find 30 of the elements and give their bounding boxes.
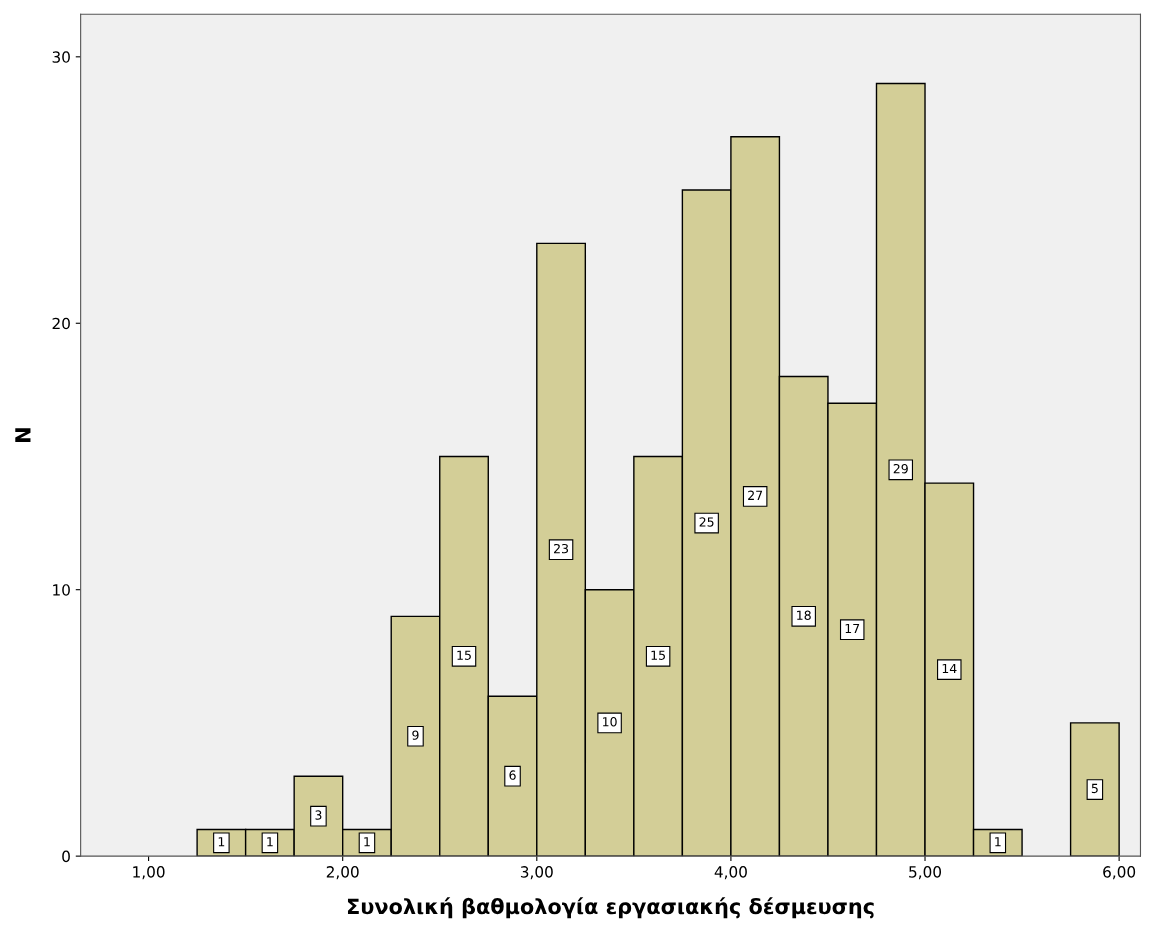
y-tick-label: 20	[52, 317, 70, 330]
data-label: 18	[797, 610, 811, 620]
x-tick-label: 2,00	[326, 866, 359, 880]
data-label: 17	[845, 623, 860, 634]
data-label: 5	[1091, 783, 1098, 794]
x-tick-label: 1,00	[133, 866, 165, 880]
data-label: 10	[603, 717, 617, 727]
x-tick-label: 3,00	[520, 866, 553, 880]
data-label: 3	[315, 810, 322, 820]
data-label: 1	[364, 837, 370, 847]
data-label: 29	[893, 463, 908, 474]
data-label: 27	[748, 490, 763, 500]
data-label: 1	[995, 837, 1001, 847]
y-axis-title: N	[15, 428, 31, 442]
x-tick-label: 6,00	[1103, 866, 1136, 880]
data-label: 6	[509, 770, 516, 780]
data-label: 1	[267, 837, 273, 847]
data-label: 9	[412, 730, 419, 740]
data-label: 23	[554, 543, 569, 554]
y-tick-label: 0	[62, 850, 70, 863]
x-tick-label: 5,00	[909, 866, 942, 880]
y-tick-label: 10	[53, 584, 70, 596]
x-tick-label: 4,00	[714, 866, 747, 880]
data-label: 14	[942, 663, 957, 674]
data-label: 25	[699, 517, 714, 527]
data-label: 15	[651, 650, 665, 660]
data-label: 1	[218, 837, 225, 847]
x-axis-title: Συνολική βαθμολογία εργασιακής δέσμευσης	[347, 897, 874, 919]
data-label: 15	[457, 650, 471, 660]
y-tick-label: 30	[52, 51, 70, 63]
